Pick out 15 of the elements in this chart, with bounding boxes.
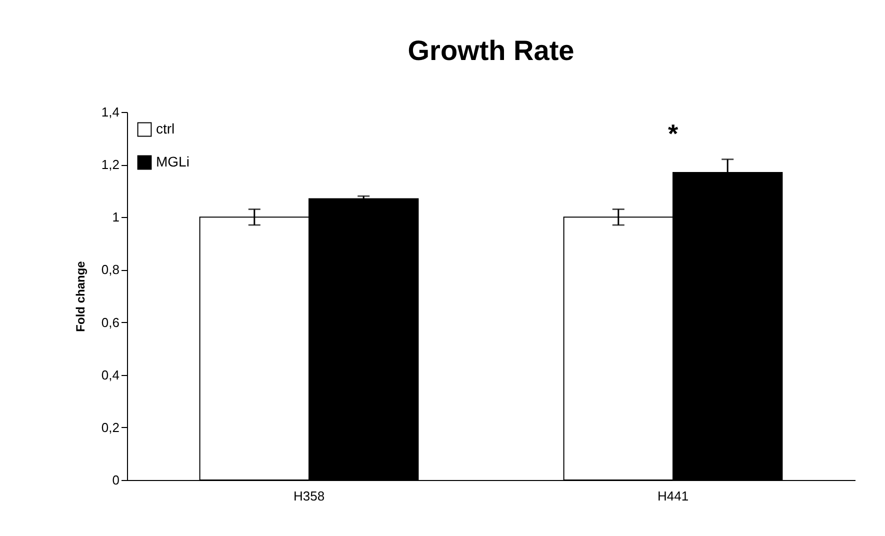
y-tick-label: 0,2 (101, 420, 120, 435)
legend-label: ctrl (156, 120, 175, 136)
y-tick-label: 0,8 (101, 262, 120, 278)
annotation: * (668, 118, 679, 148)
y-tick-label: 0,4 (101, 367, 120, 382)
y-tick-label: 1,2 (101, 157, 120, 172)
chart-title: Growth Rate (408, 35, 574, 66)
x-tick-label: H441 (657, 488, 689, 504)
legend-label: MGLi (156, 154, 190, 170)
y-tick-label: 1,4 (101, 104, 120, 120)
y-axis-title: Fold change (73, 260, 88, 332)
x-tick-label: H358 (293, 488, 325, 504)
y-tick-label: 0 (112, 472, 120, 488)
y-tick-label: 0,6 (101, 314, 120, 330)
y-tick-label: 1 (112, 210, 120, 225)
